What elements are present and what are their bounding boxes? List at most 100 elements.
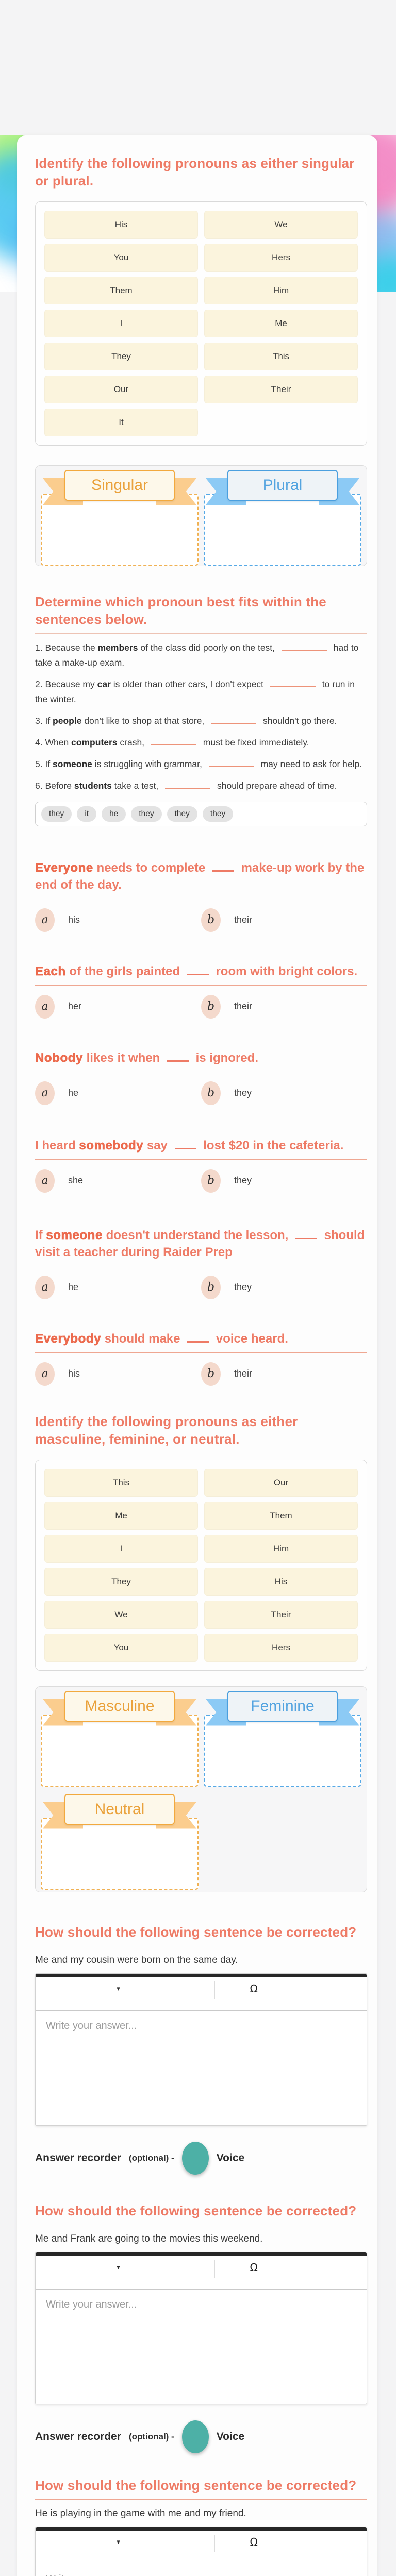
pronoun-tile[interactable]: You <box>44 244 198 272</box>
divider <box>35 1352 367 1353</box>
answer-blank[interactable] <box>187 972 209 975</box>
option-letter-badge[interactable]: b <box>201 994 221 1019</box>
answer-blank[interactable] <box>295 1236 317 1239</box>
pronoun-tile[interactable]: Our <box>44 376 198 403</box>
pronoun-tile[interactable]: Me <box>44 1501 198 1530</box>
word-chip[interactable]: they <box>41 806 72 822</box>
answer-blank[interactable] <box>187 1340 209 1343</box>
answer-blank[interactable] <box>211 720 257 724</box>
pronoun-tile[interactable]: Their <box>204 376 358 403</box>
masculine-ribbon: Masculine <box>43 1690 196 1726</box>
plural-dropzone[interactable] <box>203 494 361 566</box>
answer-textarea[interactable]: Write your answer... <box>36 2564 367 2576</box>
paragraph-format-dropdown[interactable]: ▾ <box>36 2531 201 2553</box>
pronoun-tile[interactable]: His <box>204 1567 358 1596</box>
answer-blank[interactable] <box>270 684 316 687</box>
option-letter-badge[interactable]: a <box>35 1168 55 1193</box>
word-chip[interactable]: they <box>202 806 234 822</box>
sentence-item: 3. If people don't like to shop at that … <box>35 716 337 726</box>
chevron-down-icon: ▾ <box>117 2263 120 2271</box>
answer-recorder-row: Answer recorder (optional) - Voice <box>35 2420 367 2454</box>
answer-blank[interactable] <box>212 869 234 872</box>
question-block: Nobody likes it when is ignored. a he b … <box>35 1049 367 1105</box>
answer-blank[interactable] <box>151 742 196 745</box>
option-a[interactable]: a his <box>35 908 201 932</box>
pronoun-tile[interactable]: They <box>44 343 198 370</box>
answer-blank[interactable] <box>281 647 327 651</box>
option-letter-badge[interactable]: b <box>201 1362 221 1386</box>
answer-blank[interactable] <box>167 1059 189 1062</box>
question-block: I heard somebody say lost $20 in the caf… <box>35 1137 367 1193</box>
pronoun-tile[interactable]: This <box>44 1468 198 1497</box>
pronoun-tile[interactable]: Hers <box>204 244 358 272</box>
editor-toolbar: ▾ Ω <box>36 2256 367 2290</box>
answer-blank[interactable] <box>174 1146 196 1149</box>
answer-blank[interactable] <box>208 764 254 767</box>
pronoun-tile[interactable]: Me <box>204 310 358 337</box>
sentence-to-correct: Me and my cousin were born on the same d… <box>35 1954 238 1965</box>
option-letter-badge[interactable]: b <box>201 1275 221 1299</box>
neutral-dropzone[interactable] <box>41 1817 199 1890</box>
pronoun-tile[interactable]: Him <box>204 1534 358 1563</box>
option-b[interactable]: b they <box>201 1081 367 1105</box>
option-letter-badge[interactable]: b <box>201 1168 221 1193</box>
pronoun-tile[interactable]: I <box>44 1534 198 1563</box>
option-b[interactable]: b their <box>201 908 367 932</box>
option-b[interactable]: b their <box>201 994 367 1019</box>
pronoun-tile[interactable]: Our <box>204 1468 358 1497</box>
word-chip[interactable]: he <box>102 806 126 822</box>
pronoun-tile[interactable]: We <box>204 211 358 239</box>
pronoun-tile[interactable]: They <box>44 1567 198 1596</box>
option-a[interactable]: a his <box>35 1362 201 1386</box>
option-b[interactable]: b their <box>201 1362 367 1386</box>
divider <box>35 633 367 634</box>
option-a[interactable]: a he <box>35 1081 201 1105</box>
answer-recorder-row: Answer recorder (optional) - Voice <box>35 2141 367 2175</box>
pronoun-tile[interactable]: Their <box>204 1600 358 1629</box>
word-chip[interactable]: it <box>77 806 97 822</box>
answer-blank[interactable] <box>165 785 211 789</box>
pronoun-tile[interactable]: This <box>204 343 358 370</box>
paragraph-format-dropdown[interactable]: ▾ <box>36 2256 201 2279</box>
plural-ribbon: Plural <box>205 470 359 505</box>
editor-top-border <box>36 2527 367 2531</box>
option-a[interactable]: a she <box>35 1168 201 1193</box>
special-character-button[interactable]: Ω <box>242 2531 265 2553</box>
pronoun-tile[interactable]: You <box>44 1633 198 1662</box>
option-b[interactable]: b they <box>201 1275 367 1299</box>
pronoun-tile[interactable]: Them <box>204 1501 358 1530</box>
option-letter-badge[interactable]: a <box>35 1081 55 1105</box>
pronoun-tile[interactable]: His <box>44 211 198 239</box>
option-a[interactable]: a her <box>35 994 201 1019</box>
option-b[interactable]: b they <box>201 1168 367 1193</box>
word-chip[interactable]: they <box>131 806 162 822</box>
pronoun-tile[interactable]: It <box>44 409 198 436</box>
word-chip[interactable]: they <box>167 806 197 822</box>
question-block: Everybody should make voice heard. a his… <box>35 1330 367 1386</box>
option-letter-badge[interactable]: a <box>35 994 55 1019</box>
answer-textarea[interactable]: Write your answer... <box>36 2290 367 2404</box>
option-letter-badge[interactable]: a <box>35 1362 55 1386</box>
option-letter-badge[interactable]: a <box>35 908 55 932</box>
special-character-button[interactable]: Ω <box>242 2256 265 2279</box>
feminine-dropzone[interactable] <box>203 1714 361 1787</box>
special-character-button[interactable]: Ω <box>242 1977 265 2000</box>
pronoun-tile[interactable]: Hers <box>204 1633 358 1662</box>
voice-record-button[interactable] <box>182 2420 209 2453</box>
pronoun-tile[interactable]: Him <box>204 277 358 304</box>
sentence-to-correct: Me and Frank are going to the movies thi… <box>35 2233 263 2244</box>
pronoun-tile[interactable]: Them <box>44 277 198 304</box>
option-a[interactable]: a he <box>35 1275 201 1299</box>
option-letter-badge[interactable]: a <box>35 1275 55 1299</box>
voice-record-button[interactable] <box>182 2141 209 2175</box>
singular-dropzone[interactable] <box>41 494 199 566</box>
pronoun-tile[interactable]: I <box>44 310 198 337</box>
option-letter-badge[interactable]: b <box>201 908 221 932</box>
answer-textarea[interactable]: Write your answer... <box>36 2011 367 2125</box>
pronoun-tile[interactable]: We <box>44 1600 198 1629</box>
paragraph-format-dropdown[interactable]: ▾ <box>36 1977 201 2000</box>
recorder-label: Answer recorder <box>35 2430 121 2443</box>
editor-toolbar: ▾ Ω <box>36 2531 367 2564</box>
option-letter-badge[interactable]: b <box>201 1081 221 1105</box>
question-prompt: I heard somebody say lost $20 in the caf… <box>35 1138 344 1153</box>
